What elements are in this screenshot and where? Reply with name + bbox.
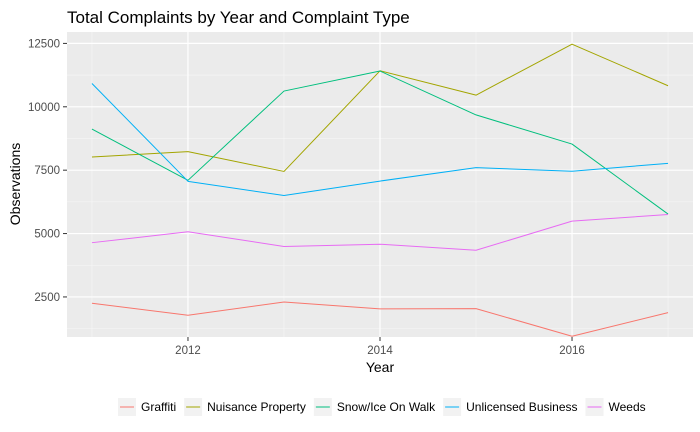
series-line-graffiti — [91, 301, 669, 337]
x-tick-label: 2012 — [175, 345, 201, 357]
y-tick-label: 12500 — [28, 38, 60, 50]
chart-title: Total Complaints by Year and Complaint T… — [67, 8, 410, 27]
legend-label-snow-ice-on-walk: Snow/Ice On Walk — [337, 400, 436, 414]
x-tick-label: 2016 — [559, 345, 585, 357]
x-axis: 2012 2014 2016 — [175, 337, 585, 357]
x-tick-label: 2014 — [367, 345, 393, 357]
y-tick-label: 10000 — [28, 102, 60, 114]
legend-item-graffiti: Graffiti — [118, 398, 176, 416]
x-axis-title: Year — [366, 359, 395, 375]
legend-label-weeds: Weeds — [609, 400, 646, 414]
legend: Graffiti Nuisance Property Snow/Ice On Wal… — [118, 398, 646, 416]
y-axis: 2500 5000 7500 10000 12500 — [28, 38, 67, 304]
legend-label-graffiti: Graffiti — [141, 400, 176, 414]
legend-item-weeds: Weeds — [585, 398, 646, 416]
y-tick-label: 7500 — [34, 165, 60, 177]
y-tick-label: 5000 — [34, 229, 60, 241]
y-axis-title: Observations — [7, 143, 23, 225]
y-tick-label: 2500 — [34, 292, 60, 304]
series-line-unlicensed-business — [91, 83, 669, 197]
legend-item-unlicensed-business: Unlicensed Business — [443, 398, 578, 416]
legend-item-snow-ice-on-walk: Snow/Ice On Walk — [313, 398, 436, 416]
series-lines — [91, 43, 669, 337]
legend-label-unlicensed-business: Unlicensed Business — [466, 400, 577, 414]
legend-label-nuisance-property: Nuisance Property — [207, 400, 306, 414]
legend-item-nuisance-property: Nuisance Property — [184, 398, 306, 416]
series-line-snow-ice-on-walk — [91, 70, 669, 215]
series-line-weeds — [91, 214, 669, 251]
